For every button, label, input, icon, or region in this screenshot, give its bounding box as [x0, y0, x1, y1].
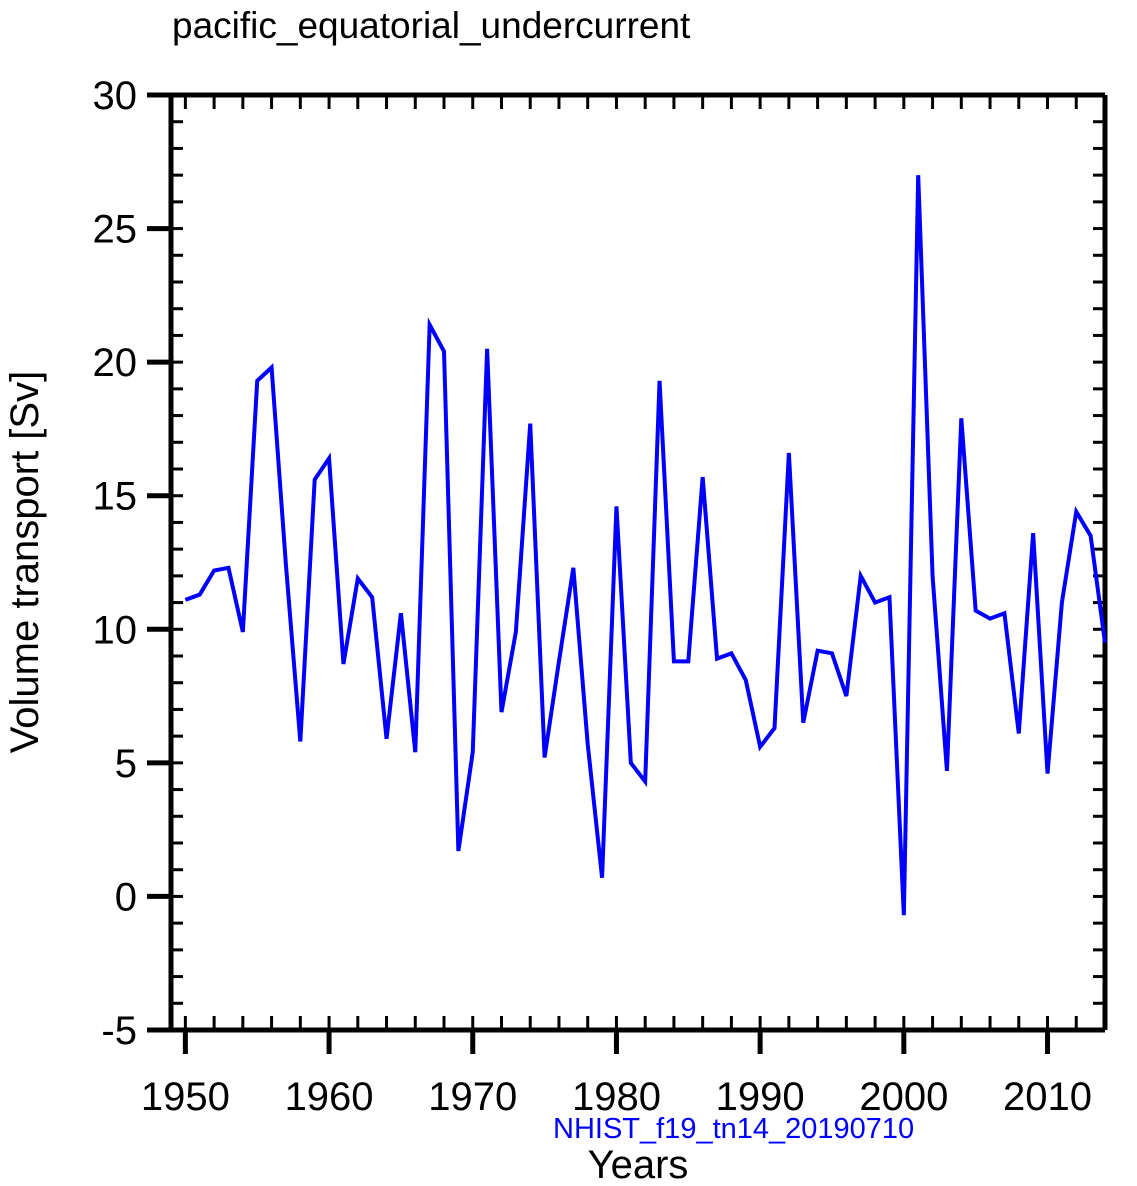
y-tick-label: 20: [93, 341, 138, 385]
page-title: pacific_equatorial_undercurrent: [172, 5, 691, 46]
y-axis-title: Volume transport [Sv]: [3, 371, 47, 753]
y-tick-label: 15: [93, 475, 138, 519]
y-tick-label: 25: [93, 208, 138, 252]
x-tick-label: 1950: [141, 1075, 230, 1119]
plot-frame: [168, 92, 1108, 1033]
y-tick-label: 0: [115, 875, 137, 919]
y-axis-ticks: [147, 92, 1105, 1033]
x-tick-label: 2000: [859, 1075, 948, 1119]
x-axis-ticks: [182, 95, 1107, 1054]
x-tick-label: 1960: [285, 1075, 374, 1119]
y-axis-tick-labels: -5 0 5 10 15 20 25 30: [93, 74, 138, 1053]
x-tick-label: 1970: [428, 1075, 517, 1119]
x-axis-title: Years: [588, 1143, 689, 1186]
x-tick-label: 1990: [716, 1075, 805, 1119]
y-tick-label: 5: [115, 742, 137, 786]
run-id-annotation: NHIST_f19_tn14_20190710: [553, 1113, 914, 1145]
y-tick-label: 30: [93, 74, 138, 118]
x-tick-label: 2010: [1003, 1075, 1092, 1119]
data-series-line: [184, 175, 1107, 916]
y-tick-label: 10: [93, 608, 138, 652]
y-tick-label: -5: [101, 1009, 137, 1053]
x-tick-label: 1980: [572, 1075, 661, 1119]
x-axis-tick-labels: 1950 1960 1970 1980 1990 2000 2010: [141, 1075, 1092, 1119]
